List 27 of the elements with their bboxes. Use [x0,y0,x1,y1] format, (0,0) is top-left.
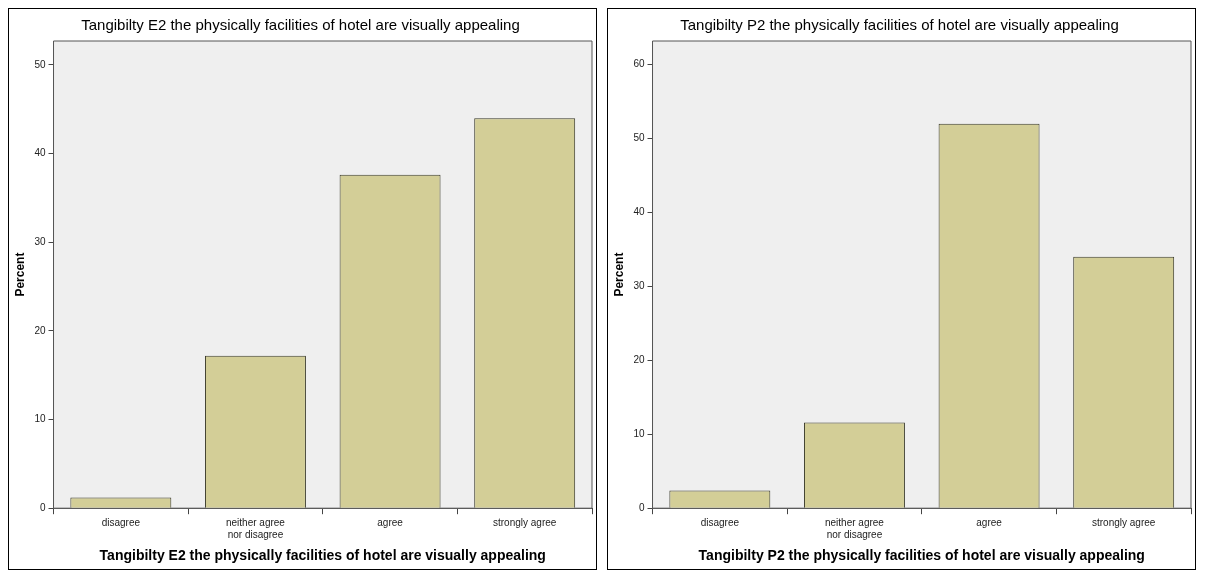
x-tick-label: neither agree nor disagree [225,516,286,540]
x-tick-label: agree [976,516,1003,528]
y-tick-label: 20 [633,354,645,366]
y-tick-label: 20 [34,324,46,336]
x-axis-title: Tangibilty P2 the physically facilities of hotel are visually appealing [698,547,1145,564]
y-tick-label: 40 [633,206,645,218]
y-tick-label: 30 [34,235,46,247]
y-axis-title: Percent [611,252,626,297]
x-tick-label: agree [377,516,404,528]
chart-title: Tangibilty E2 the physically facilities of hotel are visually appealing [81,16,520,34]
y-axis-title: Percent [12,252,27,297]
x-tick-label: strongly agree [1092,516,1156,528]
y-tick-label: 10 [34,413,46,425]
x-tick-label: disagree [101,516,141,528]
y-tick-label: 0 [638,501,645,513]
x-tick-label: strongly agree [493,516,557,528]
y-tick-label: 40 [34,147,46,159]
x-tick-label: neither agree nor disagree [824,516,885,540]
x-tick-label: disagree [700,516,740,528]
y-tick-label: 30 [633,280,645,292]
chart-title: Tangibilty P2 the physically facilities of hotel are visually appealing [680,16,1119,34]
y-tick-label: 60 [633,58,645,70]
x-axis-title: Tangibilty E2 the physically facilities of hotel are visually appealing [99,547,546,564]
y-tick-label: 0 [39,501,46,513]
y-tick-label: 50 [34,58,46,70]
y-tick-label: 50 [633,132,645,144]
y-tick-label: 10 [633,428,645,440]
